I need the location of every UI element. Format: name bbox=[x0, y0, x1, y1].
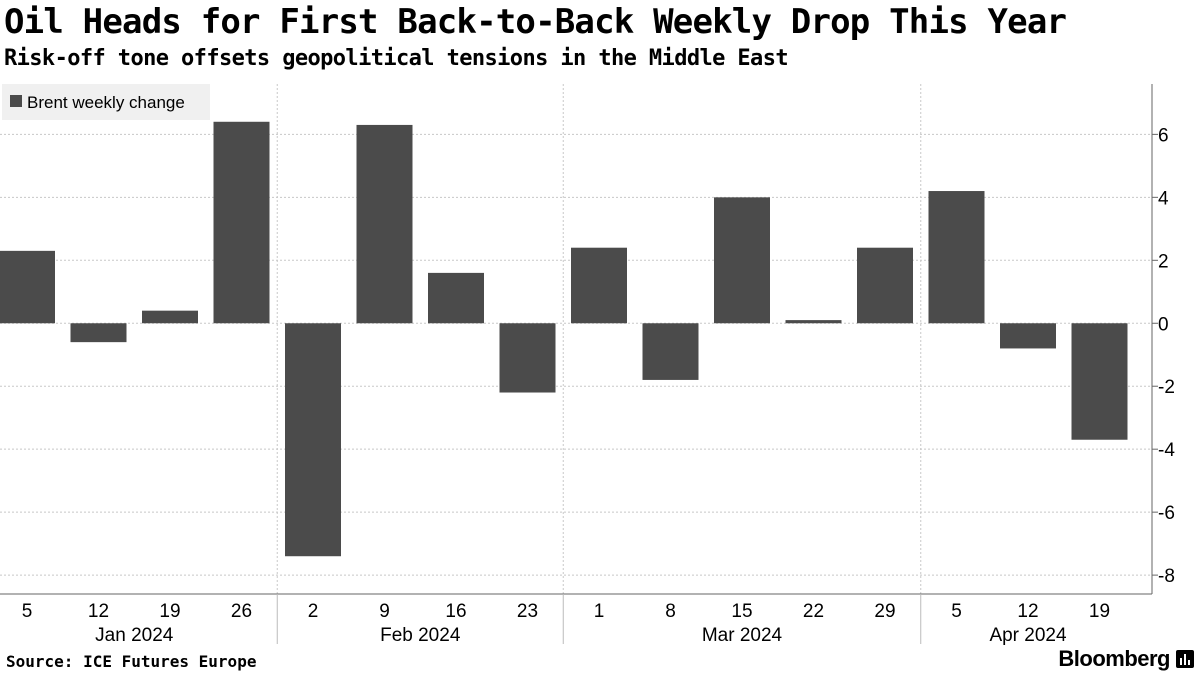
bloomberg-chart-icon bbox=[1176, 650, 1194, 668]
y-tick-label: 4 bbox=[1158, 188, 1169, 209]
chart-subtitle: Risk-off tone offsets geopolitical tensi… bbox=[4, 46, 789, 71]
y-tick-label: -2 bbox=[1158, 377, 1175, 398]
x-tick-label: 5 bbox=[22, 601, 33, 622]
y-tick-label: 6 bbox=[1158, 125, 1169, 146]
x-tick-label: 12 bbox=[88, 601, 109, 622]
x-tick-label: 8 bbox=[665, 601, 676, 622]
bar bbox=[928, 191, 985, 324]
bar bbox=[1000, 323, 1056, 349]
source-note: Source: ICE Futures Europe bbox=[6, 652, 257, 671]
legend-label: Brent weekly change bbox=[27, 93, 185, 112]
legend-swatch bbox=[10, 95, 22, 107]
chart-title: Oil Heads for First Back-to-Back Weekly … bbox=[4, 2, 1067, 42]
bar bbox=[714, 197, 770, 324]
x-tick-label: 19 bbox=[1089, 601, 1110, 622]
y-tick-label: -4 bbox=[1158, 440, 1175, 461]
bar bbox=[285, 323, 341, 557]
x-tick-label: 5 bbox=[951, 601, 962, 622]
month-label: Apr 2024 bbox=[989, 625, 1067, 646]
x-tick-label: 23 bbox=[517, 601, 538, 622]
x-tick-label: 19 bbox=[159, 601, 180, 622]
bars bbox=[0, 121, 1128, 557]
x-tick-label: 16 bbox=[445, 601, 466, 622]
y-tick-label: -6 bbox=[1158, 503, 1175, 524]
bar bbox=[571, 247, 627, 324]
y-tick-label: -8 bbox=[1158, 566, 1175, 587]
bar bbox=[356, 124, 413, 324]
month-label: Mar 2024 bbox=[702, 625, 783, 646]
bar bbox=[499, 323, 556, 393]
month-label: Feb 2024 bbox=[380, 625, 461, 646]
bar bbox=[642, 323, 699, 380]
y-tick-label: 2 bbox=[1158, 251, 1169, 272]
bar bbox=[70, 323, 127, 343]
bar bbox=[1071, 323, 1128, 440]
x-tick-label: 12 bbox=[1017, 601, 1038, 622]
x-tick-label: 9 bbox=[379, 601, 390, 622]
gridlines bbox=[0, 84, 1152, 594]
x-tick-label: 29 bbox=[874, 601, 895, 622]
x-tick-label: 2 bbox=[308, 601, 319, 622]
legend-background bbox=[2, 84, 210, 120]
bar bbox=[142, 310, 198, 324]
bloomberg-logo: Bloomberg bbox=[1058, 646, 1170, 671]
y-tick-label: 0 bbox=[1158, 314, 1169, 335]
x-tick-label: 26 bbox=[231, 601, 252, 622]
month-label: Jan 2024 bbox=[95, 625, 174, 646]
x-tick-label: 22 bbox=[803, 601, 824, 622]
x-tick-label: 15 bbox=[731, 601, 752, 622]
bar bbox=[785, 320, 842, 324]
bar bbox=[428, 272, 484, 324]
bar bbox=[857, 247, 913, 324]
x-tick-label: 1 bbox=[594, 601, 605, 622]
legend: Brent weekly change bbox=[2, 84, 210, 120]
bar bbox=[213, 121, 270, 324]
bar bbox=[0, 250, 55, 324]
